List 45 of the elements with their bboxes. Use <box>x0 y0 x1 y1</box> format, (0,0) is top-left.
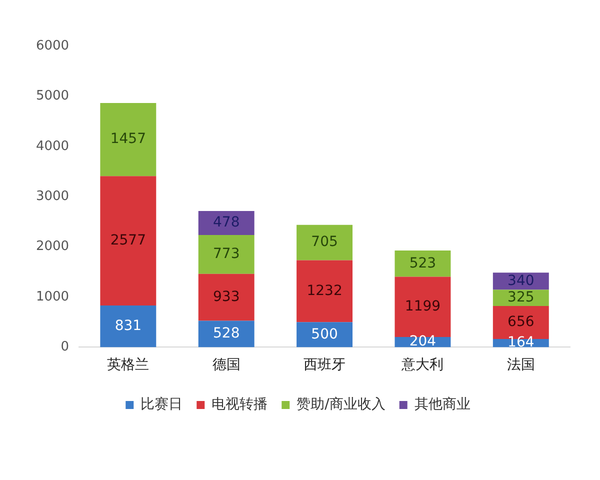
x-tick-label: 德国 <box>212 357 240 374</box>
data-label: 933 <box>212 288 240 305</box>
y-tick-label: 6000 <box>36 38 70 54</box>
data-label: 705 <box>311 234 338 250</box>
y-tick-label: 3000 <box>36 188 70 204</box>
legend-label: 比赛日 <box>140 396 183 413</box>
y-tick-label: 2000 <box>36 239 70 254</box>
bar <box>394 276 451 337</box>
data-label: 340 <box>508 272 534 289</box>
data-label: 1457 <box>110 131 146 148</box>
data-label: 325 <box>508 290 534 306</box>
data-label: 773 <box>212 246 240 262</box>
bar <box>296 322 353 348</box>
data-label: 656 <box>508 314 534 330</box>
x-tick-label: 西班牙 <box>304 357 346 374</box>
data-label: 831 <box>114 318 142 334</box>
data-label: 2577 <box>110 232 146 248</box>
y-tick-label: 4000 <box>36 138 70 154</box>
data-label: 500 <box>311 326 338 342</box>
data-label: 204 <box>409 334 436 350</box>
data-label: 1232 <box>306 282 342 299</box>
bar <box>198 235 254 274</box>
bar <box>100 102 156 176</box>
bar <box>100 176 156 306</box>
y-tick-label: 0 <box>60 340 70 355</box>
data-label: 523 <box>409 255 436 272</box>
bar <box>296 260 353 322</box>
legend-label: 其他商业 <box>414 396 470 413</box>
bar <box>198 211 254 236</box>
legend-label: 赞助/商业收入 <box>296 396 386 413</box>
y-tick-label: 1000 <box>36 289 70 304</box>
legend-label: 电视转播 <box>212 396 268 413</box>
bar <box>394 250 451 277</box>
bar <box>296 224 353 260</box>
bar <box>198 274 254 321</box>
y-tick-label: 5000 <box>36 88 70 104</box>
data-label: 1199 <box>404 298 441 315</box>
x-tick-label: 法国 <box>506 357 535 374</box>
x-tick-label: 英格兰 <box>107 357 150 374</box>
bar <box>100 305 156 348</box>
data-label: 164 <box>508 334 534 351</box>
bar <box>198 320 254 348</box>
data-label: 478 <box>212 214 240 231</box>
x-tick-label: 意大利 <box>400 357 444 374</box>
data-label: 528 <box>212 326 240 342</box>
